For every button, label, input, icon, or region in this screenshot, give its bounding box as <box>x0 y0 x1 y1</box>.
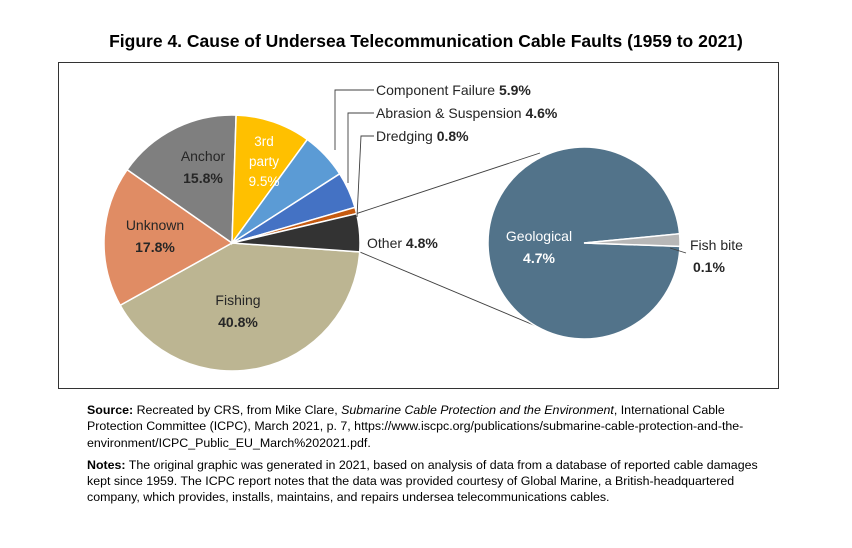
label-other: Other 4.8% <box>367 235 438 251</box>
label-geological-name: Geological <box>506 228 572 244</box>
leader-lines <box>334 89 687 254</box>
label-third-party-name-1: 3rd <box>254 134 274 149</box>
label-unknown-value: 17.8% <box>135 239 175 255</box>
leader-dredging <box>356 135 374 218</box>
label-fish-bite-value: 0.1% <box>693 259 725 275</box>
label-fish-bite-name: Fish bite <box>690 237 743 253</box>
slice-unknown <box>103 168 234 307</box>
label-component-failure: Component Failure 5.9% <box>376 82 531 98</box>
source-note: Source: Recreated by CRS, from Mike Clar… <box>87 402 777 451</box>
connector-top <box>356 152 541 215</box>
notes-paragraph: Notes: The original graphic was generate… <box>87 457 777 506</box>
source-text-start: Recreated by CRS, from Mike Clare, <box>133 403 342 417</box>
figure-notes: Source: Recreated by CRS, from Mike Clar… <box>87 402 777 512</box>
label-third-party-value: 9.5% <box>249 174 280 189</box>
notes-label: Notes: <box>87 457 126 472</box>
notes-text: The original graphic was generated in 20… <box>87 457 758 505</box>
chart-frame <box>58 62 779 389</box>
source-title: Submarine Cable Protection and the Envir… <box>341 403 614 417</box>
label-anchor-name: Anchor <box>181 148 226 164</box>
leader-fish-bite <box>669 247 687 254</box>
source-text-end: , International Cable Protection Committ… <box>87 403 744 450</box>
breakout-pie <box>487 146 681 340</box>
label-third-party-name-2: party <box>249 154 279 169</box>
label-dredging: Dredging 0.8% <box>376 128 469 144</box>
leader-component-failure <box>334 89 374 150</box>
slice-fish-bite <box>583 232 681 248</box>
source-label: Source: <box>87 403 134 417</box>
chart-title: Figure 4. Cause of Undersea Telecommunic… <box>109 31 743 51</box>
slice-labels: Fishing 40.8% Unknown 17.8% Anchor 15.8% 3rd pa… <box>126 82 743 330</box>
connector-bottom <box>359 251 556 335</box>
slice-third-party <box>231 114 309 246</box>
label-fishing-name: Fishing <box>215 292 260 308</box>
slice-fishing <box>119 242 361 372</box>
breakout-connectors <box>356 152 556 335</box>
label-abrasion: Abrasion & Suspension 4.6% <box>376 105 558 121</box>
label-anchor-value: 15.8% <box>183 170 223 186</box>
label-unknown-name: Unknown <box>126 217 184 233</box>
label-fishing-value: 40.8% <box>218 314 258 330</box>
label-geological-value: 4.7% <box>523 250 555 266</box>
main-pie <box>103 114 361 372</box>
slice-other <box>231 212 361 253</box>
leader-abrasion <box>347 112 374 183</box>
slice-anchor <box>126 114 237 245</box>
